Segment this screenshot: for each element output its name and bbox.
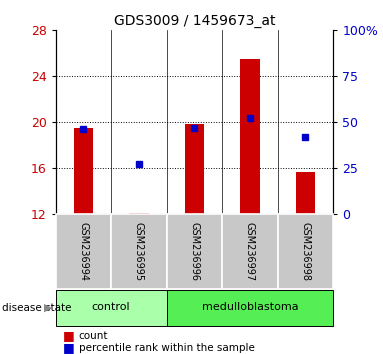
Bar [167, 290, 333, 326]
Bar [185, 124, 204, 214]
Text: ■: ■ [63, 341, 75, 354]
Text: GSM236997: GSM236997 [245, 222, 255, 281]
Bar [296, 172, 315, 214]
Bar [222, 214, 278, 289]
Text: ▶: ▶ [44, 303, 52, 313]
Text: count: count [79, 331, 108, 341]
Text: GSM236998: GSM236998 [300, 222, 311, 281]
Bar [278, 214, 333, 289]
Text: medulloblastoma: medulloblastoma [201, 302, 298, 312]
Text: GSM236996: GSM236996 [189, 222, 200, 281]
Bar [240, 59, 260, 214]
Text: percentile rank within the sample: percentile rank within the sample [79, 343, 254, 353]
Bar [111, 214, 167, 289]
Text: GSM236995: GSM236995 [134, 222, 144, 281]
Text: disease state: disease state [2, 303, 71, 313]
Title: GDS3009 / 1459673_at: GDS3009 / 1459673_at [114, 14, 275, 28]
Text: ■: ■ [63, 329, 75, 342]
Text: control: control [92, 302, 130, 312]
Bar [56, 290, 167, 326]
Bar [74, 128, 93, 214]
Text: GSM236994: GSM236994 [78, 222, 88, 281]
Bar [167, 214, 222, 289]
Bar [129, 213, 149, 214]
Bar [56, 214, 111, 289]
